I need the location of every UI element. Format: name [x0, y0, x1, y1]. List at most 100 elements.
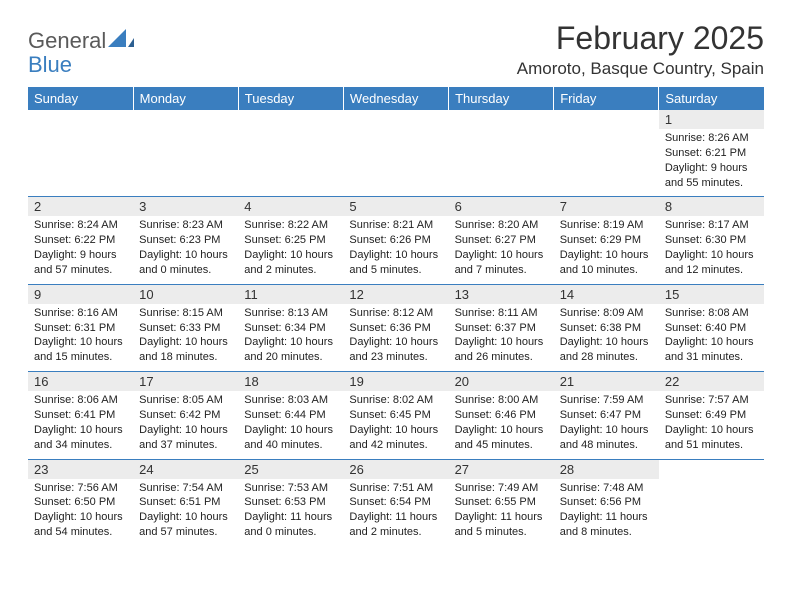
day-number-cell: 18 [238, 372, 343, 392]
sunset-text: Sunset: 6:25 PM [244, 233, 337, 248]
location-label: Amoroto, Basque Country, Spain [517, 59, 764, 79]
day-detail-cell: Sunrise: 8:16 AMSunset: 6:31 PMDaylight:… [28, 304, 133, 371]
sunset-text: Sunset: 6:21 PM [665, 146, 758, 161]
sunset-text: Sunset: 6:40 PM [665, 321, 758, 336]
day-number-cell: 17 [133, 372, 238, 392]
day-number-cell: 24 [133, 459, 238, 479]
sunrise-text: Sunrise: 8:08 AM [665, 306, 758, 321]
day-number-cell: 13 [449, 284, 554, 304]
daylight-text: Daylight: 10 hours [560, 423, 653, 438]
sunrise-text: Sunrise: 8:17 AM [665, 218, 758, 233]
sunset-text: Sunset: 6:31 PM [34, 321, 127, 336]
day-detail-cell: Sunrise: 8:19 AMSunset: 6:29 PMDaylight:… [554, 216, 659, 283]
logo-text-2: Blue [28, 52, 72, 77]
daylight-text: Daylight: 10 hours [560, 248, 653, 263]
day-detail-row: Sunrise: 8:26 AMSunset: 6:21 PMDaylight:… [28, 129, 764, 196]
day-number-cell [554, 110, 659, 129]
daylight-text: Daylight: 10 hours [34, 423, 127, 438]
daylight-text: Daylight: 10 hours [244, 335, 337, 350]
day-detail-cell [28, 129, 133, 196]
daylight-text: and 57 minutes. [34, 263, 127, 278]
daylight-text: Daylight: 10 hours [139, 335, 232, 350]
sunrise-text: Sunrise: 8:16 AM [34, 306, 127, 321]
weekday-header: Monday [133, 87, 238, 110]
daylight-text: and 20 minutes. [244, 350, 337, 365]
weekday-header: Wednesday [343, 87, 448, 110]
title-block: February 2025 Amoroto, Basque Country, S… [517, 20, 764, 79]
sunset-text: Sunset: 6:55 PM [455, 495, 548, 510]
day-number-cell [133, 110, 238, 129]
weekday-header: Saturday [659, 87, 764, 110]
sunrise-text: Sunrise: 8:24 AM [34, 218, 127, 233]
day-number-cell: 8 [659, 197, 764, 217]
day-number-cell [449, 110, 554, 129]
sunset-text: Sunset: 6:22 PM [34, 233, 127, 248]
day-number-row: 9101112131415 [28, 284, 764, 304]
sunrise-text: Sunrise: 8:00 AM [455, 393, 548, 408]
daylight-text: and 5 minutes. [455, 525, 548, 540]
day-number-cell: 7 [554, 197, 659, 217]
day-number-cell: 28 [554, 459, 659, 479]
weekday-header: Tuesday [238, 87, 343, 110]
day-detail-cell: Sunrise: 7:59 AMSunset: 6:47 PMDaylight:… [554, 391, 659, 458]
day-number-cell: 12 [343, 284, 448, 304]
logo-text-2-wrap: Blue [28, 52, 72, 78]
daylight-text: Daylight: 10 hours [244, 248, 337, 263]
daylight-text: and 55 minutes. [665, 176, 758, 191]
daylight-text: Daylight: 11 hours [244, 510, 337, 525]
sunset-text: Sunset: 6:50 PM [34, 495, 127, 510]
daylight-text: and 0 minutes. [244, 525, 337, 540]
daylight-text: and 10 minutes. [560, 263, 653, 278]
sunrise-text: Sunrise: 8:12 AM [349, 306, 442, 321]
sunrise-text: Sunrise: 7:51 AM [349, 481, 442, 496]
day-number-cell: 3 [133, 197, 238, 217]
sunrise-text: Sunrise: 8:26 AM [665, 131, 758, 146]
sunrise-text: Sunrise: 8:19 AM [560, 218, 653, 233]
sunrise-text: Sunrise: 8:15 AM [139, 306, 232, 321]
sunset-text: Sunset: 6:23 PM [139, 233, 232, 248]
daylight-text: Daylight: 10 hours [349, 423, 442, 438]
daylight-text: and 54 minutes. [34, 525, 127, 540]
day-detail-cell: Sunrise: 8:02 AMSunset: 6:45 PMDaylight:… [343, 391, 448, 458]
day-number-row: 1 [28, 110, 764, 129]
day-number-cell: 26 [343, 459, 448, 479]
daylight-text: Daylight: 10 hours [665, 248, 758, 263]
sunrise-text: Sunrise: 7:48 AM [560, 481, 653, 496]
day-detail-cell: Sunrise: 8:13 AMSunset: 6:34 PMDaylight:… [238, 304, 343, 371]
daylight-text: and 28 minutes. [560, 350, 653, 365]
daylight-text: Daylight: 10 hours [349, 335, 442, 350]
day-number-cell: 16 [28, 372, 133, 392]
weekday-header: Friday [554, 87, 659, 110]
daylight-text: Daylight: 10 hours [139, 423, 232, 438]
day-detail-cell: Sunrise: 8:26 AMSunset: 6:21 PMDaylight:… [659, 129, 764, 196]
calendar-table: Sunday Monday Tuesday Wednesday Thursday… [28, 87, 764, 546]
daylight-text: Daylight: 10 hours [665, 423, 758, 438]
daylight-text: Daylight: 11 hours [560, 510, 653, 525]
sunrise-text: Sunrise: 8:06 AM [34, 393, 127, 408]
daylight-text: and 2 minutes. [349, 525, 442, 540]
day-number-cell: 6 [449, 197, 554, 217]
daylight-text: and 12 minutes. [665, 263, 758, 278]
day-detail-cell: Sunrise: 8:00 AMSunset: 6:46 PMDaylight:… [449, 391, 554, 458]
daylight-text: and 7 minutes. [455, 263, 548, 278]
day-detail-row: Sunrise: 8:16 AMSunset: 6:31 PM Daylight:… [28, 304, 764, 371]
sunset-text: Sunset: 6:29 PM [560, 233, 653, 248]
sunset-text: Sunset: 6:33 PM [139, 321, 232, 336]
logo-sail-icon [108, 29, 134, 54]
sunset-text: Sunset: 6:37 PM [455, 321, 548, 336]
daylight-text: and 15 minutes. [34, 350, 127, 365]
calendar-page: General February 2025 Amoroto, Basque Co… [0, 0, 792, 566]
sunset-text: Sunset: 6:54 PM [349, 495, 442, 510]
day-detail-cell: Sunrise: 8:03 AMSunset: 6:44 PMDaylight:… [238, 391, 343, 458]
daylight-text: and 37 minutes. [139, 438, 232, 453]
day-number-cell: 5 [343, 197, 448, 217]
day-detail-cell: Sunrise: 7:57 AMSunset: 6:49 PMDaylight:… [659, 391, 764, 458]
daylight-text: and 45 minutes. [455, 438, 548, 453]
daylight-text: Daylight: 10 hours [455, 335, 548, 350]
day-number-row: 232425262728 [28, 459, 764, 479]
sunrise-text: Sunrise: 8:02 AM [349, 393, 442, 408]
sunrise-text: Sunrise: 7:56 AM [34, 481, 127, 496]
daylight-text: and 42 minutes. [349, 438, 442, 453]
sunset-text: Sunset: 6:46 PM [455, 408, 548, 423]
sunrise-text: Sunrise: 8:05 AM [139, 393, 232, 408]
